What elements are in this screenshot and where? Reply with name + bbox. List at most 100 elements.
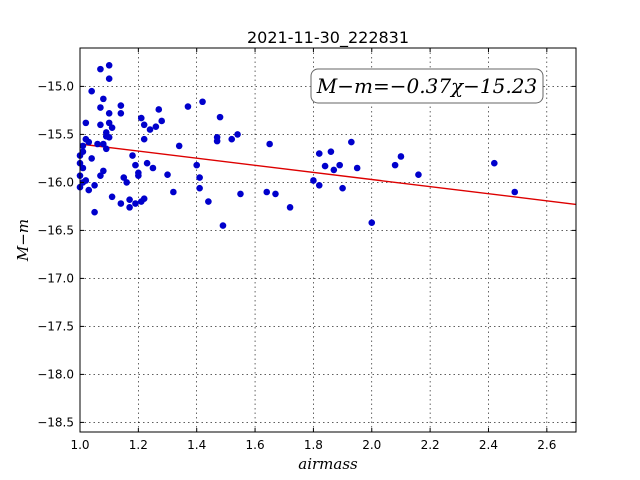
data-point — [336, 161, 343, 169]
data-point — [415, 171, 422, 179]
data-point — [108, 193, 116, 201]
data-point — [330, 166, 338, 174]
y-axis-label: M−m — [14, 219, 32, 262]
y-tick-label: −16.5 — [37, 223, 74, 237]
fit-equation-annotation: M−m=−0.37χ−15.23 — [316, 74, 537, 98]
x-tick-label: 2.6 — [537, 438, 556, 452]
y-tick-label: −17.0 — [37, 271, 74, 285]
data-point — [132, 200, 139, 207]
data-point — [105, 109, 113, 117]
x-tick-label: 2.2 — [421, 438, 440, 452]
data-point — [97, 104, 104, 111]
x-tick-label: 1.2 — [129, 438, 148, 452]
data-point — [184, 103, 192, 110]
data-point — [117, 200, 125, 207]
data-point — [97, 121, 104, 129]
y-tick-label: −15.0 — [37, 79, 74, 93]
data-point — [82, 177, 90, 184]
data-point — [397, 153, 405, 160]
data-point — [228, 135, 236, 143]
data-point — [140, 135, 148, 143]
data-point — [105, 119, 113, 127]
data-point — [85, 186, 93, 194]
data-point — [193, 161, 201, 169]
data-point — [353, 164, 361, 172]
y-tick-label: −18.0 — [37, 367, 74, 381]
data-point — [199, 98, 206, 106]
data-point — [216, 113, 224, 121]
data-point — [149, 164, 157, 172]
y-tick-label: −15.5 — [37, 127, 74, 141]
data-point — [170, 188, 177, 196]
y-tick-label: −16.0 — [37, 175, 74, 189]
data-point — [105, 75, 113, 83]
data-point — [155, 106, 163, 113]
data-point — [234, 131, 241, 138]
data-point — [339, 184, 346, 192]
data-point — [321, 162, 329, 170]
data-point — [213, 137, 221, 145]
chart-title: 2021-11-30_222831 — [247, 28, 409, 48]
data-point — [368, 219, 376, 227]
data-point — [135, 169, 142, 177]
data-point — [88, 155, 95, 162]
data-point — [152, 123, 160, 131]
data-point — [126, 196, 133, 203]
data-point — [164, 171, 171, 179]
data-point — [94, 140, 101, 148]
data-point — [100, 95, 107, 103]
data-point — [196, 184, 203, 192]
data-point — [105, 133, 113, 141]
data-point — [79, 164, 87, 172]
x-axis-label: airmass — [298, 455, 358, 473]
data-point — [88, 87, 95, 95]
data-point — [123, 179, 130, 186]
data-point — [146, 126, 154, 133]
grid-lines — [79, 48, 576, 432]
data-point — [85, 138, 93, 146]
data-point — [117, 109, 125, 117]
data-point — [175, 142, 183, 150]
data-point — [237, 190, 244, 198]
x-tick-label: 1.8 — [304, 438, 323, 452]
x-tick-label: 2.4 — [479, 438, 498, 452]
data-point — [158, 117, 165, 125]
x-tick-label: 2.0 — [362, 438, 381, 452]
plot-frame — [79, 47, 577, 433]
data-point — [102, 145, 110, 153]
data-point — [137, 114, 145, 122]
data-point — [327, 148, 335, 155]
y-tick-label: −17.5 — [37, 319, 74, 333]
data-point — [126, 204, 133, 211]
data-point — [196, 174, 203, 181]
data-point — [120, 174, 128, 181]
y-tick-label: −18.5 — [37, 415, 74, 429]
data-point — [132, 161, 139, 169]
data-point — [100, 167, 107, 175]
data-point — [140, 195, 148, 203]
data-point — [100, 140, 107, 148]
data-point — [105, 61, 113, 69]
data-point — [219, 222, 227, 229]
x-tick-label: 1.4 — [187, 438, 206, 452]
data-point — [391, 161, 399, 169]
data-point — [97, 65, 104, 73]
data-point — [82, 119, 90, 127]
data-point — [143, 159, 151, 167]
data-point — [348, 138, 355, 146]
x-tick-label: 1.6 — [246, 438, 265, 452]
data-point — [286, 204, 294, 211]
data-point — [91, 181, 98, 189]
data-point — [205, 198, 212, 205]
data-point — [91, 208, 98, 216]
data-point — [129, 152, 136, 159]
data-points — [76, 61, 519, 229]
data-point — [310, 177, 317, 184]
data-point — [108, 124, 116, 131]
data-point — [511, 188, 519, 196]
data-point — [79, 148, 87, 155]
data-point — [266, 140, 273, 148]
data-point — [97, 172, 104, 179]
axis-ticks: 1.0 1.2 1.4 1.6 1.8 2.0 2.2 2.4 2.6 −15.0 −15.5 −16… — [37, 48, 576, 452]
data-point — [315, 150, 323, 157]
